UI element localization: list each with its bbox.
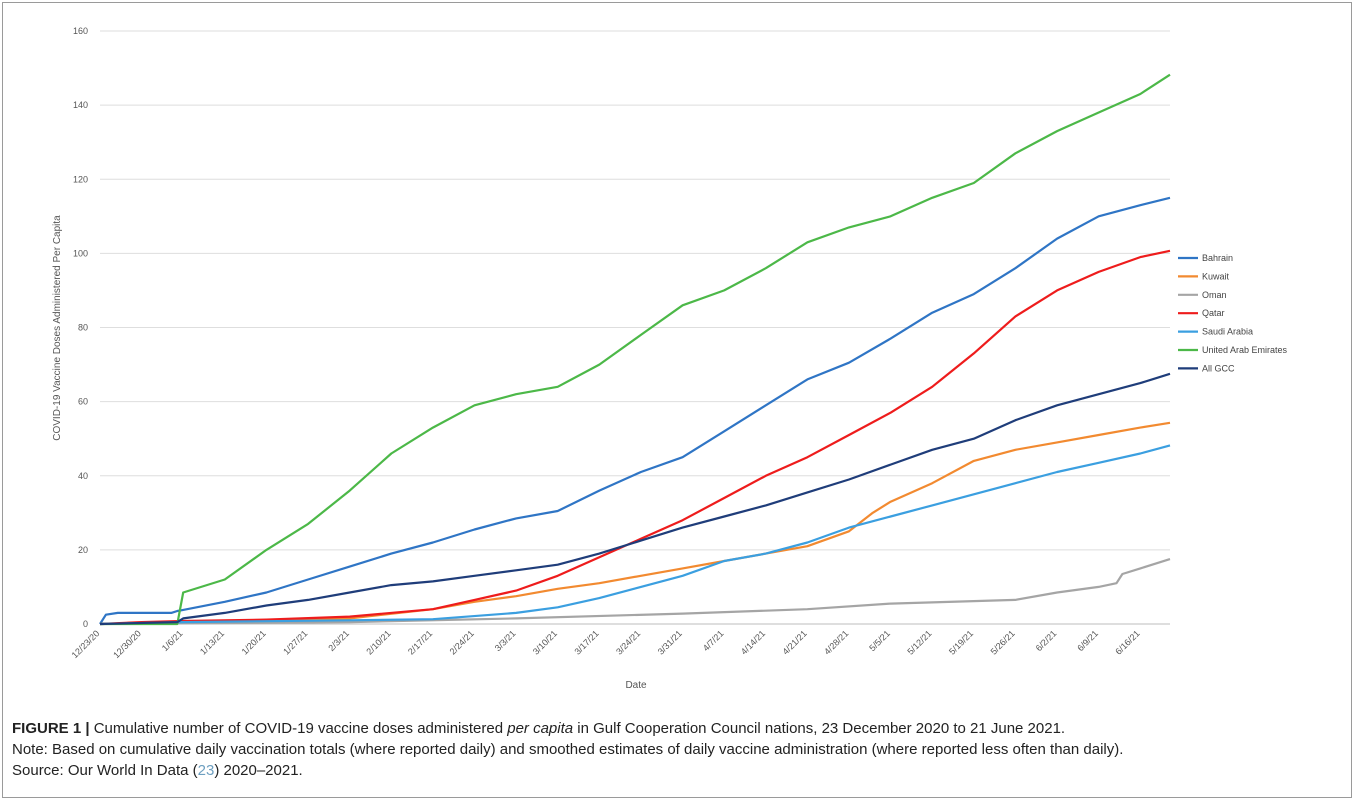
legend-label: United Arab Emirates — [1202, 345, 1288, 355]
series-line-oman — [99, 558, 1171, 626]
caption-text-2: in Gulf Cooperation Council nations, 23 … — [573, 720, 1066, 737]
legend-label: Saudi Arabia — [1202, 327, 1253, 337]
x-tick-label: 6/9/21 — [1075, 628, 1100, 653]
x-tick-label: 2/24/21 — [448, 628, 476, 656]
x-tick-label: 4/21/21 — [780, 628, 808, 656]
caption-source-prefix: Source: Our World In Data ( — [12, 762, 198, 779]
legend: Bahrain Kuwait Oman Qatar Saudi Arabia United… — [1178, 253, 1288, 373]
legend-label: Oman — [1202, 290, 1227, 300]
gridlines — [100, 30, 1170, 625]
y-tick-label: 100 — [73, 248, 88, 258]
caption-source-line: Source: Our World In Data (23) 2020–2021… — [12, 760, 1342, 781]
figure-caption: FIGURE 1 | Cumulative number of COVID-19… — [12, 718, 1342, 781]
x-tick-label: 1/20/21 — [240, 628, 268, 656]
legend-label: All GCC — [1202, 363, 1235, 373]
x-tick-label: 5/5/21 — [867, 628, 892, 653]
y-tick-label: 60 — [78, 397, 88, 407]
line-chart: 0 20 40 60 80 100 120 140 160 12/23/20 12/30/20 1/… — [52, 26, 1288, 691]
y-axis-title: COVID-19 Vaccine Doses Administered Per … — [52, 215, 63, 441]
y-tick-label: 140 — [73, 100, 88, 110]
series-line-bahrain — [99, 196, 1171, 625]
caption-source-reference[interactable]: 23 — [197, 762, 215, 779]
x-axis-title: Date — [625, 680, 647, 691]
y-tick-label: 0 — [83, 619, 88, 629]
x-tick-label: 2/3/21 — [326, 628, 351, 653]
x-tick-label: 1/6/21 — [160, 628, 185, 653]
x-tick-label: 3/3/21 — [493, 628, 518, 653]
x-tick-label: 6/16/21 — [1113, 628, 1141, 656]
series-line-all-gcc — [99, 372, 1171, 626]
legend-label: Kuwait — [1202, 271, 1230, 281]
x-tick-label: 5/26/21 — [989, 628, 1017, 656]
caption-line-1: FIGURE 1 | Cumulative number of COVID-19… — [12, 718, 1342, 739]
x-tick-label: 3/10/21 — [531, 628, 559, 656]
y-tick-label: 20 — [78, 545, 88, 555]
legend-label: Bahrain — [1202, 253, 1233, 263]
y-tick-label: 160 — [73, 26, 88, 36]
x-tick-label: 5/19/21 — [947, 628, 975, 656]
x-tick-label: 5/12/21 — [905, 628, 933, 656]
x-tick-label: 6/2/21 — [1034, 628, 1059, 653]
x-axis-ticks: 12/23/20 12/30/20 1/6/21 1/13/21 1/20/21 1/27… — [70, 628, 1142, 660]
figure-label: FIGURE 1 | — [12, 720, 90, 737]
series-line-saudi-arabia — [99, 444, 1171, 626]
y-tick-label: 120 — [73, 174, 88, 184]
x-tick-label: 3/24/21 — [614, 628, 642, 656]
caption-source-suffix: ) 2020–2021. — [214, 762, 303, 779]
y-tick-label: 40 — [78, 471, 88, 481]
y-axis-ticks: 0 20 40 60 80 100 120 140 160 — [73, 26, 88, 629]
caption-italic: per capita — [507, 720, 574, 737]
caption-text-1: Cumulative number of COVID-19 vaccine do… — [89, 720, 508, 737]
series-line-united-arab-emirates — [100, 73, 1171, 626]
series-lines — [99, 73, 1171, 626]
x-tick-label: 1/27/21 — [281, 628, 309, 656]
x-tick-label: 3/31/21 — [656, 628, 684, 656]
x-tick-label: 2/10/21 — [364, 628, 392, 656]
y-tick-label: 80 — [78, 323, 88, 333]
x-tick-label: 12/23/20 — [70, 628, 102, 660]
x-tick-label: 3/17/21 — [572, 628, 600, 656]
x-tick-label: 12/30/20 — [111, 628, 143, 660]
series-line-qatar — [99, 249, 1171, 626]
legend-label: Qatar — [1202, 308, 1225, 318]
x-tick-label: 2/17/21 — [406, 628, 434, 656]
x-tick-label: 4/28/21 — [822, 628, 850, 656]
x-tick-label: 4/7/21 — [701, 628, 726, 653]
caption-note: Note: Based on cumulative daily vaccinat… — [12, 741, 1124, 758]
x-tick-label: 4/14/21 — [739, 628, 767, 656]
x-tick-label: 1/13/21 — [198, 628, 226, 656]
